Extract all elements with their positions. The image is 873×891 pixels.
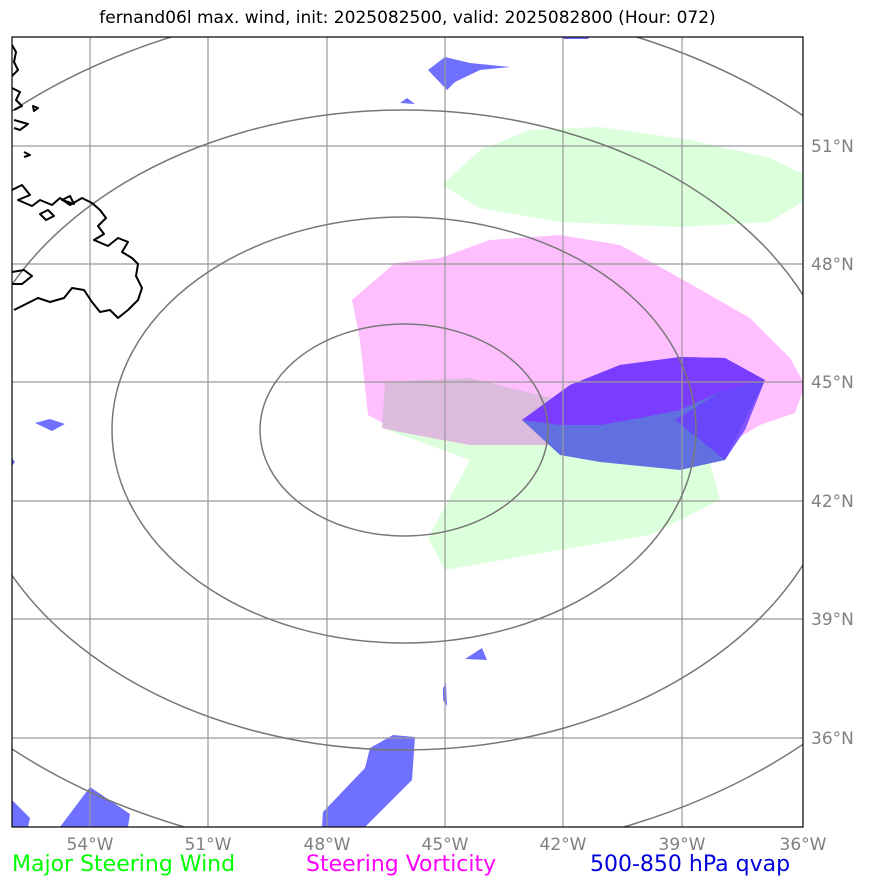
lat-tick-label: 42°N [811, 492, 854, 512]
plot-frame [11, 36, 804, 828]
lat-tick-label: 45°N [811, 373, 854, 393]
coastline [12, 44, 143, 319]
legend-qvap: 500-850 hPa qvap [590, 852, 791, 877]
lon-tick-labels: 54°W 51°W 48°W 45°W 42°W 39°W 36°W [67, 835, 827, 855]
lat-tick-label: 39°N [811, 610, 854, 630]
lon-tick-label: 39°W [659, 835, 706, 855]
lon-tick-label: 45°W [422, 835, 469, 855]
graticule [12, 37, 803, 827]
lon-tick-label: 51°W [185, 835, 232, 855]
legend-steering-vorticity: Steering Vorticity [306, 852, 497, 877]
legend-steering-wind: Major Steering Wind [12, 852, 236, 877]
lon-tick-label: 42°W [540, 835, 587, 855]
lon-tick-label: 54°W [67, 835, 114, 855]
lat-tick-label: 48°N [811, 255, 854, 275]
lat-tick-label: 51°N [811, 137, 854, 157]
lon-tick-label: 48°W [304, 835, 351, 855]
map-title: fernand06l max. wind, init: 2025082500, … [99, 8, 716, 28]
lat-tick-label: 36°N [811, 729, 854, 749]
lon-tick-label: 36°W [780, 835, 827, 855]
lat-tick-labels: 51°N 48°N 45°N 42°N 39°N 36°N [811, 137, 854, 749]
range-rings [12, 37, 803, 827]
qvap-area [12, 37, 765, 827]
